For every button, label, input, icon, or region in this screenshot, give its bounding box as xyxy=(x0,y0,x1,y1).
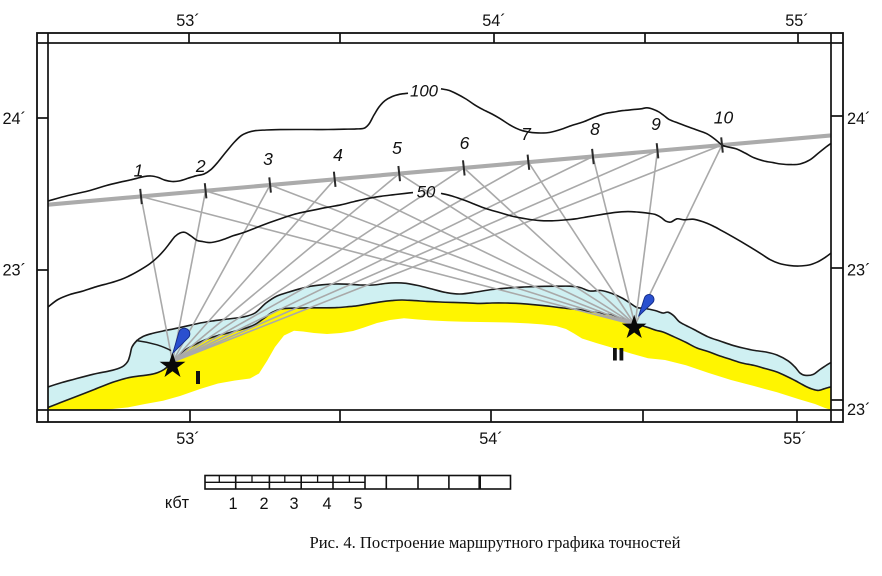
svg-text:23´: 23´ xyxy=(2,262,26,280)
svg-text:54´: 54´ xyxy=(482,12,506,30)
svg-text:Рис. 4. Построение маршрутного: Рис. 4. Построение маршрутного графика т… xyxy=(310,533,681,552)
svg-text:24´: 24´ xyxy=(847,110,871,128)
svg-text:7: 7 xyxy=(521,124,532,144)
svg-text:1: 1 xyxy=(228,495,237,513)
svg-text:3: 3 xyxy=(263,149,273,169)
svg-text:23´: 23´ xyxy=(847,262,871,280)
svg-text:1: 1 xyxy=(134,161,144,181)
svg-text:4: 4 xyxy=(333,145,343,165)
svg-text:55´: 55´ xyxy=(783,430,807,448)
svg-text:50: 50 xyxy=(417,183,436,202)
svg-text:2: 2 xyxy=(259,495,268,513)
svg-text:5: 5 xyxy=(353,495,362,513)
svg-text:53´: 53´ xyxy=(176,12,200,30)
svg-text:55´: 55´ xyxy=(785,12,809,30)
svg-text:4: 4 xyxy=(322,495,331,513)
svg-text:54´: 54´ xyxy=(479,430,503,448)
svg-text:24´: 24´ xyxy=(2,110,26,128)
svg-text:3: 3 xyxy=(289,495,298,513)
svg-text:10: 10 xyxy=(714,108,734,128)
svg-text:2: 2 xyxy=(195,156,206,176)
svg-text:100: 100 xyxy=(410,82,439,101)
svg-text:6: 6 xyxy=(460,133,470,153)
svg-text:23´: 23´ xyxy=(847,401,871,419)
svg-text:5: 5 xyxy=(392,138,402,158)
svg-text:8: 8 xyxy=(590,119,600,139)
svg-text:кбт: кбт xyxy=(165,494,190,512)
svg-text:53´: 53´ xyxy=(176,430,200,448)
svg-text:9: 9 xyxy=(651,114,661,134)
